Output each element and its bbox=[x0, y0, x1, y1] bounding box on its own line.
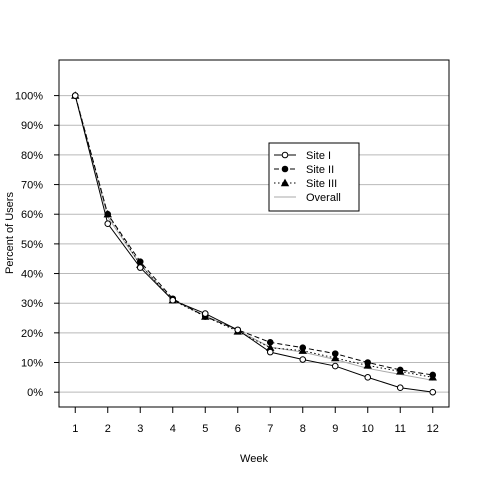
axes: 0%10%20%30%40%50%60%70%80%90%100%1 2 3 4 5 6 7… bbox=[15, 91, 439, 435]
legend-item: Site II bbox=[274, 164, 334, 176]
data-point bbox=[429, 388, 437, 396]
data-point bbox=[136, 258, 144, 265]
y-axis-label: Percent of Users bbox=[4, 192, 16, 274]
y-tick-label: 90% bbox=[21, 120, 43, 132]
x-tick-label: 9 bbox=[332, 423, 338, 435]
legend-item: Overall bbox=[274, 192, 341, 204]
series-site-i bbox=[71, 92, 437, 396]
data-point bbox=[104, 220, 112, 228]
legend-item: Site I bbox=[274, 150, 331, 162]
series-line bbox=[74, 95, 433, 381]
x-tick-label: 1 bbox=[72, 423, 78, 435]
y-tick-label: 60% bbox=[21, 209, 43, 221]
y-tick-label: 50% bbox=[21, 239, 43, 251]
plot-frame bbox=[58, 59, 450, 408]
legend-label: Site I bbox=[306, 150, 331, 162]
data-point bbox=[331, 362, 339, 370]
series-line bbox=[74, 95, 433, 393]
data-point bbox=[266, 339, 274, 346]
y-tick-label: 10% bbox=[21, 358, 43, 370]
legend-label: Site II bbox=[306, 164, 334, 176]
data-point bbox=[201, 310, 209, 317]
series-line bbox=[74, 95, 433, 376]
data-point bbox=[331, 350, 339, 357]
x-tick-label: 7 bbox=[267, 423, 273, 435]
series-site-ii bbox=[71, 92, 437, 379]
y-tick-label: 80% bbox=[21, 150, 43, 162]
legend-item: Site III bbox=[274, 178, 337, 190]
series-line bbox=[74, 95, 433, 378]
y-tick-label: 30% bbox=[21, 298, 43, 310]
data-point bbox=[234, 326, 242, 334]
data-point bbox=[71, 92, 79, 99]
legend: Site I Site II Site III Overall bbox=[268, 142, 360, 212]
data-point bbox=[364, 359, 372, 366]
y-tick-label: 20% bbox=[21, 328, 43, 340]
legend-marker bbox=[280, 178, 290, 187]
x-tick-label: 8 bbox=[300, 423, 306, 435]
y-tick-label: 0% bbox=[27, 387, 43, 399]
data-point bbox=[299, 344, 307, 351]
x-tick-label: 5 bbox=[202, 423, 208, 435]
data-point bbox=[429, 371, 437, 379]
data-point bbox=[331, 353, 340, 362]
data-point bbox=[299, 356, 307, 363]
y-tick-label: 70% bbox=[21, 180, 43, 192]
legend-marker bbox=[281, 151, 289, 159]
legend-marker bbox=[281, 165, 289, 173]
data-point bbox=[396, 384, 404, 392]
x-tick-label: 12 bbox=[427, 423, 439, 435]
x-tick-label: 11 bbox=[395, 423, 406, 435]
gridlines bbox=[59, 95, 449, 393]
data-point bbox=[169, 296, 177, 304]
x-tick-label: 2 bbox=[105, 423, 111, 435]
data-point bbox=[136, 264, 144, 271]
x-tick-label: 4 bbox=[170, 423, 176, 435]
data-point bbox=[266, 348, 274, 356]
series-overall bbox=[74, 95, 433, 381]
series-layer bbox=[71, 91, 437, 396]
x-tick-label: 10 bbox=[362, 423, 374, 435]
x-tick-label: 3 bbox=[137, 423, 143, 435]
data-point bbox=[364, 374, 372, 381]
y-tick-label: 100% bbox=[15, 91, 43, 103]
y-tick-label: 40% bbox=[21, 269, 43, 281]
x-axis-label: Week bbox=[240, 453, 268, 465]
legend-label: Site III bbox=[306, 178, 337, 190]
series-site-iii bbox=[71, 91, 437, 381]
data-point bbox=[396, 366, 404, 374]
legend-label: Overall bbox=[306, 192, 341, 204]
x-tick-label: 6 bbox=[235, 423, 241, 435]
